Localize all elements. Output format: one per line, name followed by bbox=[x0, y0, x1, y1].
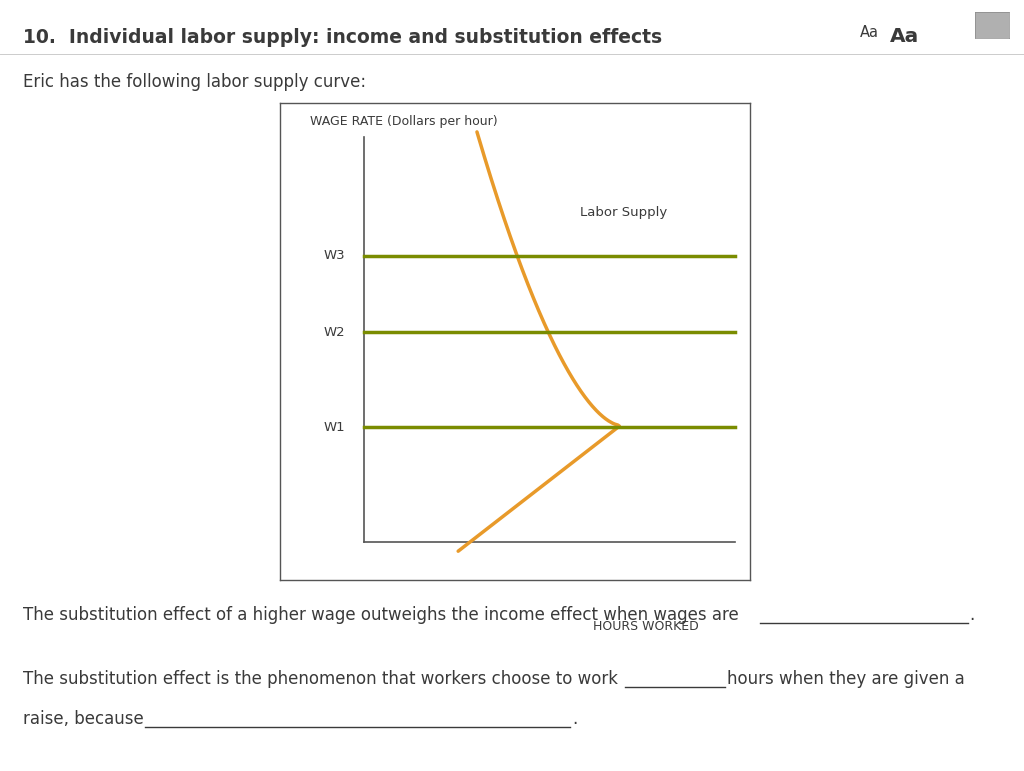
Text: WAGE RATE (Dollars per hour): WAGE RATE (Dollars per hour) bbox=[310, 115, 498, 128]
Text: W2: W2 bbox=[324, 325, 345, 338]
Text: .: . bbox=[572, 710, 578, 728]
Text: Aa: Aa bbox=[890, 27, 920, 46]
Text: raise, because: raise, because bbox=[23, 710, 143, 728]
Text: Labor Supply: Labor Supply bbox=[581, 207, 668, 220]
Text: hours when they are given a: hours when they are given a bbox=[727, 670, 965, 688]
Text: W3: W3 bbox=[324, 249, 345, 262]
Text: HOURS WORKED: HOURS WORKED bbox=[593, 621, 699, 633]
Text: .: . bbox=[970, 606, 975, 624]
Text: The substitution effect of a higher wage outweighs the income effect when wages : The substitution effect of a higher wage… bbox=[23, 606, 738, 624]
Text: 10.  Individual labor supply: income and substitution effects: 10. Individual labor supply: income and … bbox=[23, 28, 662, 47]
Text: Eric has the following labor supply curve:: Eric has the following labor supply curv… bbox=[23, 73, 366, 91]
Text: Aa: Aa bbox=[860, 25, 880, 39]
Text: The substitution effect is the phenomenon that workers choose to work: The substitution effect is the phenomeno… bbox=[23, 670, 617, 688]
Text: W1: W1 bbox=[324, 421, 345, 434]
